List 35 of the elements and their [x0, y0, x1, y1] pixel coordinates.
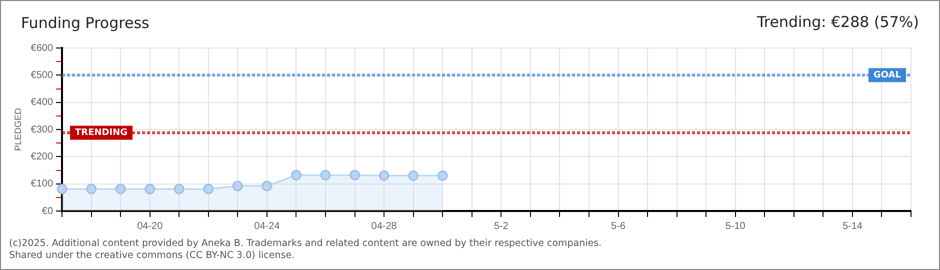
- point: [350, 170, 360, 180]
- x-tick-label: 04-28: [371, 220, 398, 232]
- point: [320, 170, 331, 180]
- y-tick-label: €600: [30, 42, 54, 54]
- x-tick-label: 04-20: [137, 220, 164, 232]
- point: [56, 184, 68, 194]
- point: [290, 170, 302, 180]
- x-tick-label: 5-2: [494, 220, 509, 232]
- point: [437, 170, 448, 181]
- x-tick-label: 5-6: [611, 220, 626, 232]
- y-tick-label: €100: [30, 178, 54, 190]
- text: (c)2025. Additional content provided by Aneka B. Trademarks and related content are owned by their respective companies.: [9, 238, 602, 250]
- chart-subtitle: Trending: €288 (57%): [756, 13, 919, 31]
- x-tick-label: 5-10: [725, 220, 746, 232]
- point: [408, 170, 419, 181]
- y-tick-label: €0: [42, 206, 54, 217]
- point: [174, 184, 184, 194]
- ref-line-label: TRENDING: [75, 128, 128, 138]
- text: Shared under the creative commons (CC BY-NC 3.0) license.: [9, 250, 296, 262]
- y-axis-title: PLEDGED: [12, 107, 23, 152]
- point: [86, 184, 97, 194]
- x-tick-label: 04-24: [254, 220, 280, 232]
- x-tick-label: 5-14: [842, 220, 863, 232]
- y-tick-label: €300: [30, 124, 54, 136]
- point: [203, 184, 214, 194]
- chart-title: Funding Progress: [21, 14, 150, 32]
- point: [115, 184, 126, 194]
- y-tick-label: €500: [30, 70, 54, 81]
- point: [378, 170, 390, 181]
- y-tick-label: €400: [30, 97, 54, 108]
- point: [144, 184, 156, 194]
- point: [262, 180, 272, 192]
- ref-line-label: GOAL: [874, 70, 902, 81]
- point: [232, 180, 243, 192]
- y-tick-label: €200: [30, 151, 54, 162]
